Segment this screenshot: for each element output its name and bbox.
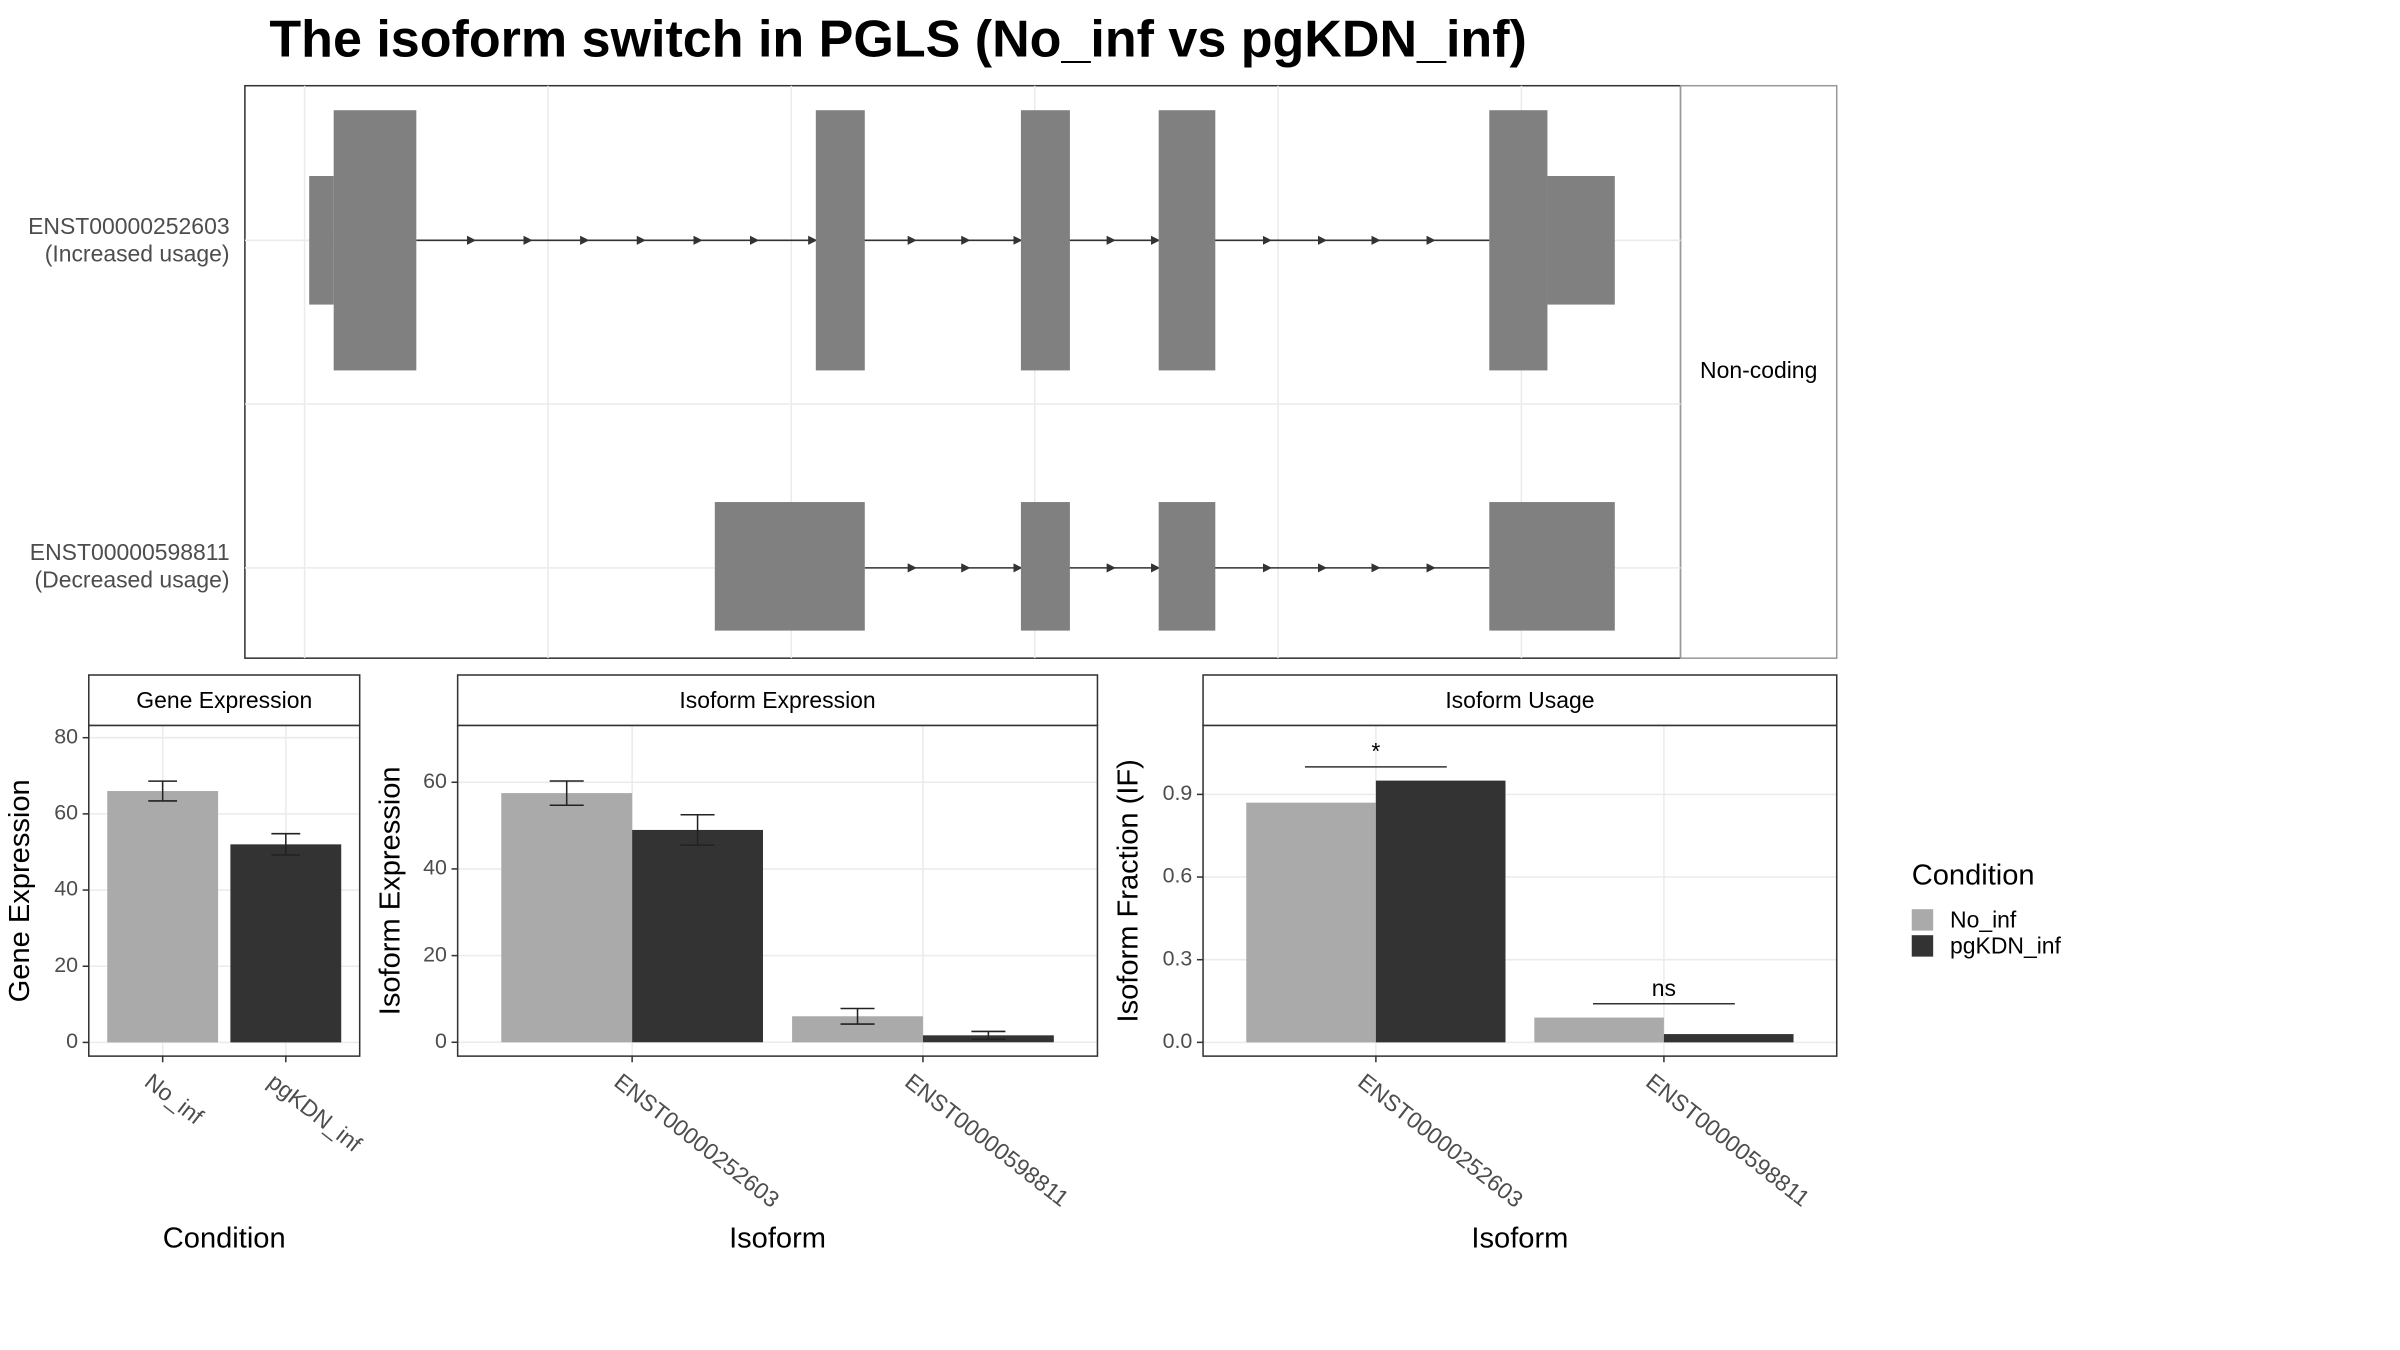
figure-title: The isoform switch in PGLS (No_inf vs pg… [269, 11, 1527, 69]
x-tick-label: ENST00000598811 [900, 1068, 1073, 1211]
panel-border [456, 724, 1099, 1057]
exon [309, 176, 334, 305]
transcript-label: (Decreased usage) [35, 567, 230, 593]
panel-strip [456, 674, 1099, 727]
exon [333, 110, 417, 371]
exons [309, 110, 1615, 631]
y-tick-label: 0 [66, 1029, 78, 1053]
legend-swatch [1911, 935, 1934, 957]
y-tick-label: 20 [54, 953, 78, 977]
y-axis-title: Gene Expression [4, 779, 36, 1002]
x-axis-title: Condition [163, 1222, 286, 1254]
error-bar [971, 1030, 1006, 1040]
exon [1158, 110, 1216, 371]
y-tick-label: 0.3 [1163, 946, 1193, 970]
significance-label: ns [1652, 975, 1676, 1001]
facet-strip [1679, 84, 1838, 659]
error-bar [680, 814, 715, 846]
panel-border [244, 84, 1682, 659]
transcript-label: (Increased usage) [45, 241, 230, 267]
bar [230, 844, 342, 1043]
y-axis-title: Isoform Fraction (IF) [1112, 759, 1144, 1022]
exon [1489, 502, 1615, 631]
exon [714, 502, 865, 631]
transcript-name: ENST00000252603 [28, 213, 230, 239]
x-axis-title: Isoform [729, 1222, 826, 1254]
error-bar [271, 832, 301, 856]
panel-title: Isoform Expression [679, 687, 875, 713]
error-bar [148, 780, 178, 802]
bar [1534, 1017, 1664, 1043]
transcript-panel: Non-coding ENST00000252603 (Increased us… [28, 84, 1838, 659]
panel-border [1202, 724, 1838, 1057]
y-tick-label: 40 [54, 877, 78, 901]
y-tick-label: 20 [423, 942, 447, 966]
y-tick-label: 40 [423, 856, 447, 880]
significance-label: * [1371, 738, 1380, 764]
y-tick-label: 60 [423, 769, 447, 793]
x-tick-label: ENST00000598811 [1641, 1068, 1814, 1211]
facet-label: Non-coding [1700, 357, 1817, 383]
exon [815, 110, 865, 371]
y-tick-label: 0.6 [1163, 864, 1193, 888]
y-tick-label: 0.9 [1163, 781, 1193, 805]
legend-label: pgKDN_inf [1950, 933, 2062, 959]
y-axis-title: Isoform Expression [375, 766, 407, 1015]
bar [1246, 802, 1376, 1043]
x-tick-label: ENST00000252603 [610, 1068, 785, 1213]
exon [1489, 110, 1548, 371]
exon [1020, 110, 1070, 371]
error-bar [840, 1007, 875, 1025]
y-tick-label: 0.0 [1163, 1029, 1193, 1053]
panel-title: Isoform Usage [1445, 687, 1594, 713]
bar [1663, 1034, 1794, 1043]
x-tick-label: ENST00000252603 [1353, 1068, 1528, 1213]
exon [1158, 502, 1216, 631]
panel-strip [88, 674, 361, 727]
legend-label: No_inf [1950, 906, 2017, 932]
panel-title: Gene Expression [136, 687, 312, 713]
bar [1375, 780, 1506, 1043]
bar [107, 791, 219, 1043]
legend-title: Condition [1912, 860, 2035, 892]
x-axis-title: Isoform [1471, 1222, 1568, 1254]
legend-swatch [1911, 909, 1934, 931]
bar [632, 829, 764, 1043]
y-tick-label: 0 [435, 1029, 447, 1053]
bar [501, 793, 633, 1043]
exon [1020, 502, 1070, 631]
y-tick-label: 60 [54, 801, 78, 825]
transcript-name: ENST00000598811 [30, 539, 230, 565]
panel-strip [1202, 674, 1838, 727]
x-tick-label: No_inf [140, 1068, 209, 1130]
exon [1547, 176, 1615, 305]
error-bar [549, 780, 584, 807]
panel-border [88, 724, 361, 1057]
x-tick-label: pgKDN_inf [263, 1068, 367, 1157]
y-tick-label: 80 [54, 724, 78, 748]
